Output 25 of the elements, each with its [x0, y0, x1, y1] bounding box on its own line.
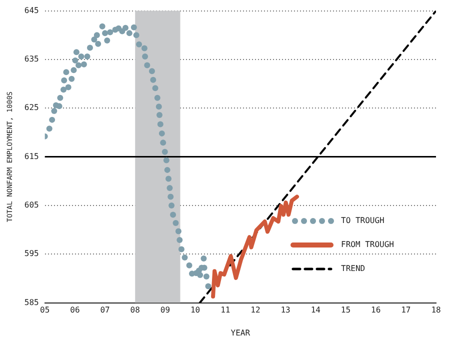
x-tick-label: 08 [130, 306, 140, 315]
x-tick-label: 17 [401, 306, 411, 315]
x-tick-label: 07 [100, 306, 110, 315]
x-tick-label: 12 [250, 306, 260, 315]
y-tick-label: 645 [24, 6, 40, 15]
x-tick-label: 15 [340, 306, 351, 315]
y-tick-label: 605 [24, 200, 40, 210]
y-tick-label: 585 [24, 298, 40, 307]
legend-label: TO TROUGH [341, 216, 385, 226]
x-tick-label: 11 [220, 306, 230, 315]
legend-label: FROM TROUGH [341, 240, 394, 250]
x-tick-label: 14 [310, 306, 321, 315]
x-tick-label: 13 [280, 306, 291, 315]
x-tick-label: 09 [160, 306, 170, 315]
x-tick-label: 06 [70, 306, 80, 315]
legend-label: TREND [341, 264, 366, 274]
x-tick-label: 16 [371, 306, 381, 315]
y-tick-label: 625 [24, 103, 40, 112]
x-tick-label: 10 [190, 306, 200, 315]
x-tick-label: 05 [40, 306, 50, 315]
y-tick-label: 635 [24, 54, 40, 64]
y-tick-label: 615 [24, 152, 40, 161]
x-tick-label: 18 [431, 306, 441, 315]
x-axis-title: YEAR [230, 328, 250, 338]
y-tick-label: 595 [24, 249, 40, 258]
